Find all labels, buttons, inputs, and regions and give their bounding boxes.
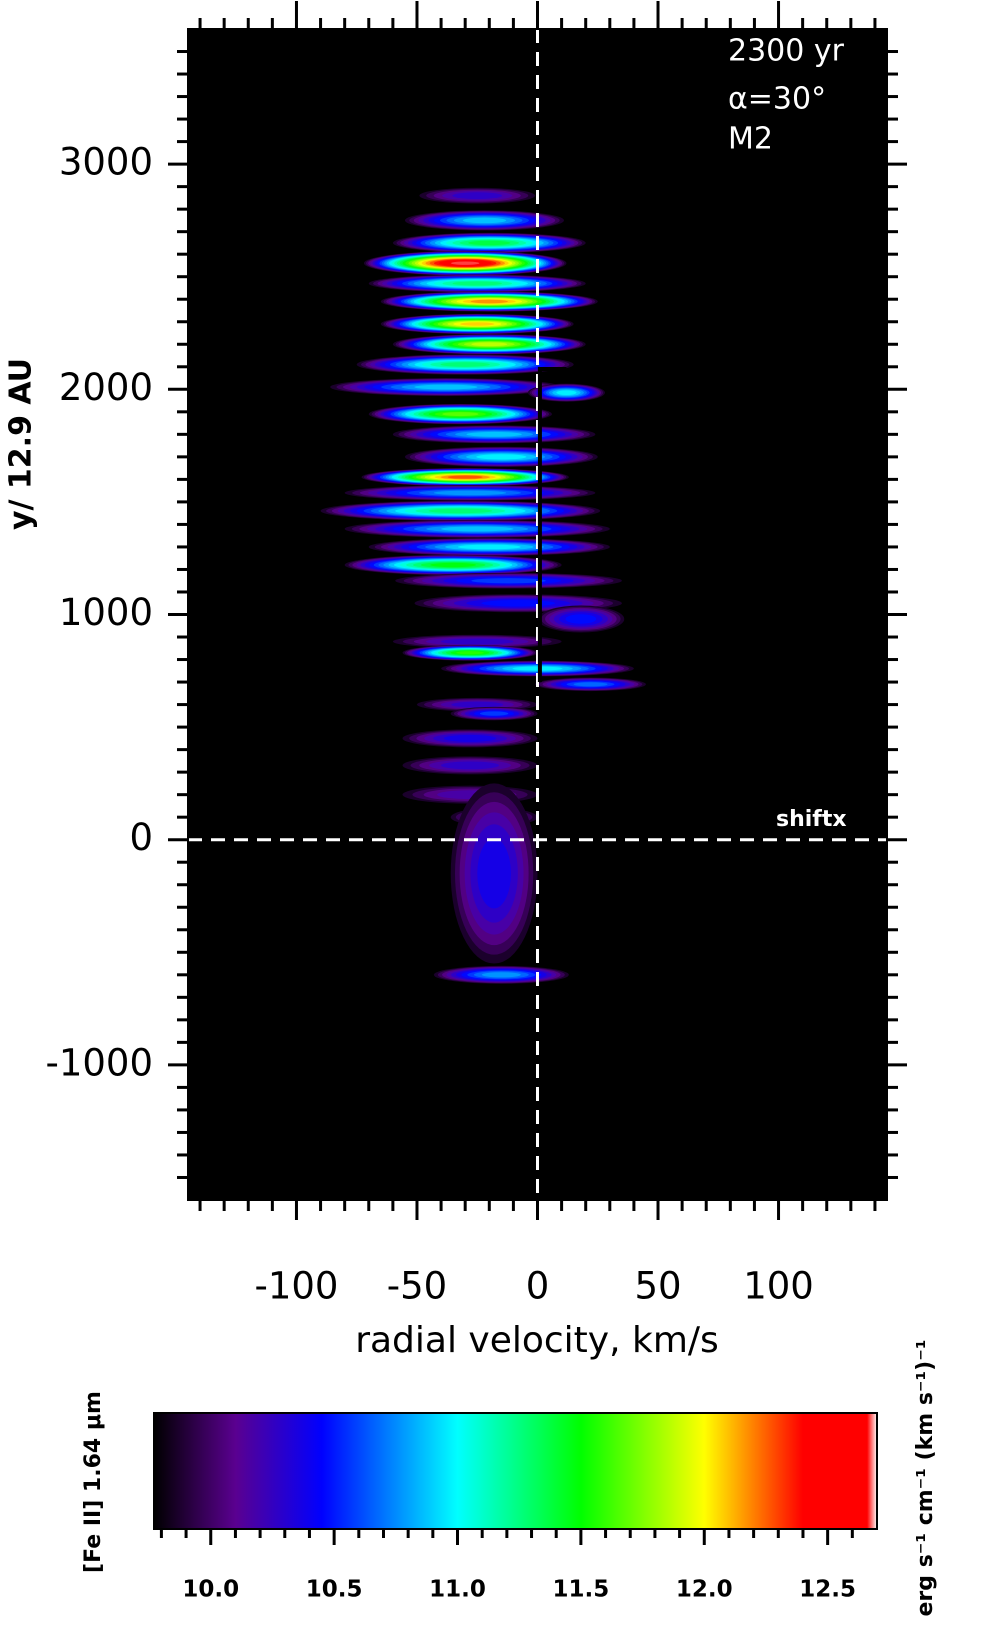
contour-level xyxy=(470,299,509,304)
emission-blob xyxy=(527,383,605,402)
emission-blob xyxy=(344,519,610,538)
contour-level xyxy=(468,240,511,246)
colorbar-tick-label: 11.5 xyxy=(553,1577,610,1603)
contour-level xyxy=(440,362,490,367)
contour-level xyxy=(443,734,497,742)
emission-blob xyxy=(344,485,596,501)
x-tick-label: 0 xyxy=(526,1265,550,1308)
emission-blob xyxy=(433,965,569,984)
colorbar-tick-label: 10.0 xyxy=(182,1577,239,1603)
emission-blob xyxy=(441,660,634,677)
y-tick-label: -1000 xyxy=(45,1041,153,1084)
contour-level xyxy=(428,508,493,514)
contour-level xyxy=(451,701,504,708)
contour-level xyxy=(440,761,500,770)
colorbar-tick-label: 12.0 xyxy=(676,1577,733,1603)
emission-blob xyxy=(537,605,625,633)
contour-level xyxy=(457,544,521,550)
ref-label: shiftx xyxy=(776,807,847,832)
emission-blob xyxy=(368,537,610,556)
emission-blob xyxy=(392,425,596,444)
colorbar-tick-label: 12.5 xyxy=(799,1577,856,1603)
contour-level xyxy=(442,412,479,417)
colorbar xyxy=(153,1412,878,1530)
emission-blob xyxy=(402,756,538,775)
contour-level xyxy=(481,972,521,978)
contour-level xyxy=(456,651,484,655)
emission-blob xyxy=(330,378,562,397)
x-tick-label: 50 xyxy=(634,1265,681,1308)
colorbar-tick-label: 11.0 xyxy=(429,1577,486,1603)
colorbar-tick-label: 10.5 xyxy=(306,1577,363,1603)
y-tick-label: 3000 xyxy=(59,141,153,184)
contour-level xyxy=(440,638,514,645)
contour-level xyxy=(433,490,507,496)
emission-blob xyxy=(535,677,646,692)
emission-blob xyxy=(361,468,569,487)
contour-level xyxy=(477,838,511,909)
contour-level xyxy=(441,526,514,532)
y-tick-label: 1000 xyxy=(59,591,153,634)
colorbar-units: erg s⁻¹ cm⁻¹ (km s⁻¹)⁻¹ xyxy=(913,1340,938,1617)
emission-blob xyxy=(414,594,622,613)
overlay-line xyxy=(537,367,567,683)
contour-level xyxy=(466,431,522,437)
contour-level xyxy=(430,562,477,568)
emission-blob xyxy=(395,572,622,589)
colorbar-label: [Fe II] 1.64 μm xyxy=(81,1391,106,1573)
contour-level xyxy=(451,261,480,265)
emission-blob xyxy=(404,210,565,231)
emission-blob xyxy=(419,187,536,204)
annotation: 2300 yr xyxy=(728,34,845,69)
contour-level xyxy=(460,322,495,326)
emission-blob xyxy=(392,334,586,355)
contour-level xyxy=(565,614,597,624)
x-tick-label: 100 xyxy=(743,1265,814,1308)
y-tick-label: 2000 xyxy=(59,366,153,409)
x-tick-label: -100 xyxy=(254,1265,338,1308)
y-axis-title: y/ 12.9 AU xyxy=(4,358,39,530)
emission-blob xyxy=(404,446,598,467)
contour-level xyxy=(452,281,502,286)
contour-level xyxy=(573,682,608,687)
emission-blob xyxy=(380,291,598,312)
contour-level xyxy=(462,217,507,224)
emission-blob xyxy=(368,403,552,425)
contour-level xyxy=(452,192,503,200)
emission-blob xyxy=(344,554,562,576)
emission-blob xyxy=(392,232,586,254)
emission-blob xyxy=(392,634,562,649)
emission-blob xyxy=(320,500,601,522)
emission-blob xyxy=(368,274,586,293)
contour-level xyxy=(481,600,556,607)
contour-level xyxy=(447,475,483,479)
emission-blob xyxy=(402,644,538,661)
emission-blob xyxy=(356,354,574,375)
x-tick-label: -50 xyxy=(387,1265,447,1308)
plot-frame xyxy=(187,28,888,1201)
annotation: α=30° xyxy=(728,82,826,117)
emission-blob xyxy=(380,313,574,335)
annotation: M2 xyxy=(728,122,773,157)
emission-blob xyxy=(450,783,538,964)
contour-level xyxy=(471,578,546,584)
x-axis-title: radial velocity, km/s xyxy=(355,1320,719,1361)
contour-level xyxy=(414,384,478,390)
contour-level xyxy=(556,390,577,396)
contour-level xyxy=(476,454,527,460)
emission-blob xyxy=(402,729,538,748)
emission-blob xyxy=(363,250,567,276)
contour-level xyxy=(512,666,563,671)
y-tick-label: 0 xyxy=(129,816,153,859)
contour-level xyxy=(479,711,509,716)
contour-level xyxy=(471,342,508,347)
emission-blob xyxy=(450,706,538,721)
